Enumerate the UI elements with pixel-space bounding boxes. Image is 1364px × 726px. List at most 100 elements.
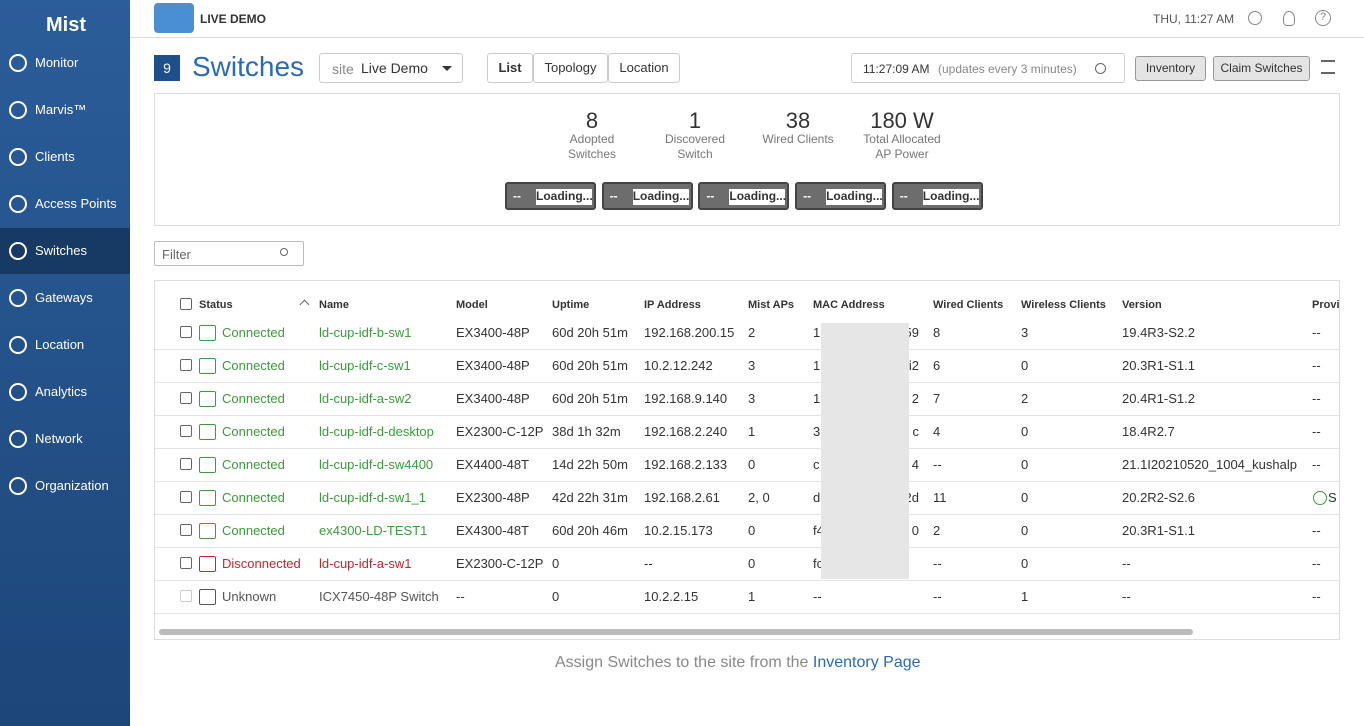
logo: Mist — [46, 14, 86, 36]
status: Connected — [222, 523, 285, 538]
nav-label: Gateways — [35, 290, 93, 305]
nav-label: Analytics — [35, 384, 88, 399]
aps: 2 — [748, 325, 756, 340]
column-header[interactable]: Version — [1122, 299, 1162, 311]
column-header[interactable]: Model — [456, 299, 488, 311]
stat-label: Adopted Switches — [567, 132, 617, 161]
nav-icon — [9, 242, 27, 260]
switch-name[interactable]: ld-cup-idf-a-sw1 — [319, 556, 412, 571]
ip: 10.2.2.15 — [644, 589, 699, 604]
nav-item[interactable]: Analytics — [0, 369, 130, 415]
loading-label: Loading... — [536, 189, 593, 205]
uptime: 60d 20h 51m — [552, 358, 628, 373]
nav-item[interactable]: Organization — [0, 463, 130, 509]
nav-item[interactable]: Access Points — [0, 181, 130, 227]
wired: 8 — [933, 325, 941, 340]
mac-start: 1 — [813, 325, 821, 340]
switch-name[interactable]: ld-cup-idf-d-sw1_1 — [319, 490, 426, 505]
nav-icon — [9, 289, 27, 307]
row-checkbox[interactable] — [180, 491, 192, 503]
nav-icon — [9, 383, 27, 401]
view-tab[interactable]: Topology — [533, 53, 608, 83]
model: EX4300-48T — [456, 523, 529, 538]
loading-button[interactable]: -- Loading... — [698, 182, 790, 210]
row-separator — [155, 415, 1339, 416]
switch-name[interactable]: ld-cup-idf-b-sw1 — [319, 325, 412, 340]
filter-input[interactable]: Filter — [154, 241, 304, 266]
nav-icon — [9, 477, 27, 495]
column-header[interactable]: Provis — [1312, 299, 1340, 311]
column-header[interactable]: Wireless Clients — [1021, 299, 1106, 311]
row-separator — [155, 448, 1339, 449]
nav-label: Access Points — [35, 196, 117, 211]
row-checkbox[interactable] — [180, 359, 192, 371]
wireless: 0 — [1021, 523, 1029, 538]
switch-name[interactable]: ld-cup-idf-c-sw1 — [319, 358, 411, 373]
column-header[interactable]: Wired Clients — [933, 299, 1004, 311]
header-button[interactable]: Claim Switches — [1213, 56, 1310, 81]
tips-icon[interactable] — [1283, 11, 1295, 26]
header-button[interactable]: Inventory — [1135, 56, 1206, 81]
view-tab[interactable]: List — [487, 53, 533, 83]
nav-label: Switches — [35, 243, 88, 258]
column-header[interactable]: Name — [319, 299, 349, 311]
row-checkbox[interactable] — [180, 590, 192, 602]
nav-item[interactable]: Clients — [0, 134, 130, 180]
column-header[interactable]: IP Address — [644, 299, 701, 311]
version: 20.2R2-S2.6 — [1122, 490, 1195, 505]
stat-value: 8 — [585, 108, 599, 133]
row-checkbox[interactable] — [180, 392, 192, 404]
column-header[interactable]: Uptime — [552, 299, 590, 311]
column-header[interactable]: MAC Address — [813, 299, 885, 311]
scrollbar[interactable] — [159, 629, 1193, 635]
help-icon[interactable]: ? — [1315, 10, 1331, 26]
status-icon — [199, 523, 216, 539]
search-icon — [280, 248, 288, 256]
nav-item[interactable]: Location — [0, 322, 130, 368]
view-tab[interactable]: Location — [608, 53, 680, 83]
status-icon — [199, 424, 216, 440]
provision: -- — [1312, 523, 1321, 538]
status: Connected — [222, 391, 285, 406]
refresh-icon[interactable] — [1095, 63, 1106, 74]
user-icon[interactable] — [1248, 11, 1262, 25]
mac-start: f4 — [813, 523, 824, 538]
stats-panel — [154, 93, 1340, 226]
loading-button[interactable]: -- Loading... — [891, 182, 983, 210]
org-icon[interactable] — [154, 3, 194, 33]
status-icon — [199, 358, 216, 374]
row-checkbox[interactable] — [180, 557, 192, 569]
column-header[interactable]: Status — [199, 299, 233, 311]
menu-icon[interactable] — [1321, 60, 1335, 74]
nav-item[interactable]: Switches — [0, 228, 130, 274]
nav-item[interactable]: Monitor — [0, 40, 130, 86]
row-checkbox[interactable] — [180, 326, 192, 338]
loading-button[interactable]: -- Loading... — [601, 182, 693, 210]
model: -- — [456, 589, 465, 604]
switch-name[interactable]: ex4300-LD-TEST1 — [319, 523, 428, 538]
loading-button[interactable]: -- Loading... — [795, 182, 887, 210]
switch-name[interactable]: ld-cup-idf-d-sw4400 — [319, 457, 434, 472]
wired: -- — [933, 589, 942, 604]
switch-name[interactable]: ICX7450-48P Switch — [319, 589, 439, 604]
site-select[interactable]: site Live Demo — [319, 53, 463, 83]
inventory-link[interactable]: Inventory Page — [812, 654, 921, 671]
nav-item[interactable]: Gateways — [0, 275, 130, 321]
aps: 1 — [748, 424, 756, 439]
sort-icon[interactable] — [299, 299, 310, 310]
ip: 192.168.2.133 — [644, 457, 728, 472]
row-checkbox[interactable] — [180, 458, 192, 470]
status: Disconnected — [222, 556, 301, 571]
loading-button[interactable]: -- Loading... — [505, 182, 596, 210]
row-checkbox[interactable] — [180, 524, 192, 536]
version: 21.1I20210520_1004_kushalp — [1122, 457, 1297, 472]
nav-item[interactable]: Marvis™ — [0, 87, 130, 133]
switch-name[interactable]: ld-cup-idf-a-sw2 — [319, 391, 412, 406]
nav-item[interactable]: Network — [0, 416, 130, 462]
switch-name[interactable]: ld-cup-idf-d-desktop — [319, 424, 434, 439]
column-header[interactable]: Mist APs — [748, 299, 795, 311]
select-all[interactable] — [180, 298, 192, 310]
row-checkbox[interactable] — [180, 425, 192, 437]
status-icon — [199, 325, 216, 341]
stat-label: Discovered Switch — [664, 132, 726, 161]
